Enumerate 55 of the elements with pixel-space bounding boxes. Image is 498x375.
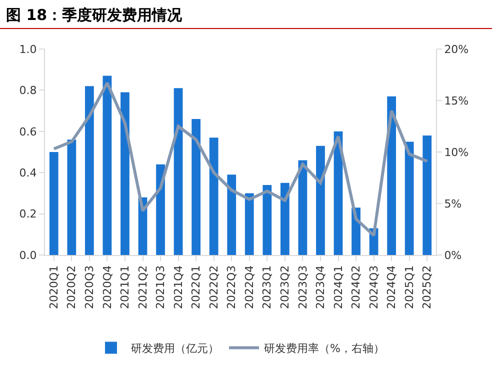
x-tick-label: 2025Q2 xyxy=(420,265,434,310)
bar xyxy=(49,152,58,255)
x-tick-label: 2022Q1 xyxy=(190,265,203,310)
x-tick-label: 2020Q3 xyxy=(83,265,96,310)
legend-label: 研发费用率（%，右轴） xyxy=(264,342,384,356)
bar xyxy=(298,160,308,255)
y2-tick-label: 20% xyxy=(444,42,469,56)
line-series xyxy=(52,81,429,237)
x-tick-label: 2022Q4 xyxy=(242,265,256,310)
x-tick-label: 2020Q1 xyxy=(47,265,60,310)
bar xyxy=(244,193,254,255)
x-tick-label: 2021Q1 xyxy=(118,265,132,310)
bar xyxy=(262,184,272,255)
bar xyxy=(174,88,183,255)
y-tick-label: 0.8 xyxy=(19,84,37,98)
bar xyxy=(422,136,432,255)
bar xyxy=(192,119,201,255)
y2-tick-label: 10% xyxy=(444,146,469,159)
x-tick-label: 2020Q4 xyxy=(100,265,114,310)
x-tick-label: 2024Q2 xyxy=(350,265,363,310)
y2-tick-label: 15% xyxy=(444,94,469,108)
bar xyxy=(316,146,325,255)
bar xyxy=(209,138,218,255)
bar xyxy=(227,174,236,255)
x-tick-label: 2021Q3 xyxy=(154,265,168,310)
x-tick-label: 2023Q3 xyxy=(296,265,310,310)
y-tick-label: 0.2 xyxy=(19,208,37,221)
y-tick-label: 0.6 xyxy=(19,125,37,138)
bar xyxy=(84,86,94,255)
bar xyxy=(102,76,112,255)
y2-tick-label: 5% xyxy=(444,197,462,210)
x-tick-label: 2021Q2 xyxy=(136,265,150,310)
bar xyxy=(387,96,396,255)
x-tick-label: 2023Q2 xyxy=(278,265,292,310)
chart-title: 图 18：季度研发费用情况 xyxy=(0,0,492,29)
y2-tick-label: 0% xyxy=(444,248,462,262)
bar xyxy=(404,142,414,255)
x-tick-label: 2020Q2 xyxy=(65,265,78,310)
legend-label: 研发费用（亿元） xyxy=(131,342,219,356)
bar xyxy=(120,92,130,255)
x-tick-label: 2024Q4 xyxy=(385,265,398,310)
y-tick-label: 1.0 xyxy=(19,42,37,56)
y-tick-label: 0.0 xyxy=(19,248,37,262)
y-tick-label: 0.4 xyxy=(19,166,37,180)
x-tick-label: 2024Q1 xyxy=(332,265,345,310)
x-tick-label: 2023Q1 xyxy=(260,265,274,310)
bar xyxy=(67,140,76,255)
x-tick-label: 2023Q4 xyxy=(314,265,328,310)
x-tick-label: 2021Q4 xyxy=(172,265,185,310)
x-tick-label: 2022Q2 xyxy=(207,265,220,310)
bar xyxy=(280,182,290,255)
x-tick-label: 2024Q3 xyxy=(367,265,380,310)
bar xyxy=(156,164,165,255)
x-tick-label: 2025Q1 xyxy=(402,265,416,310)
x-tick-label: 2022Q3 xyxy=(225,265,238,310)
